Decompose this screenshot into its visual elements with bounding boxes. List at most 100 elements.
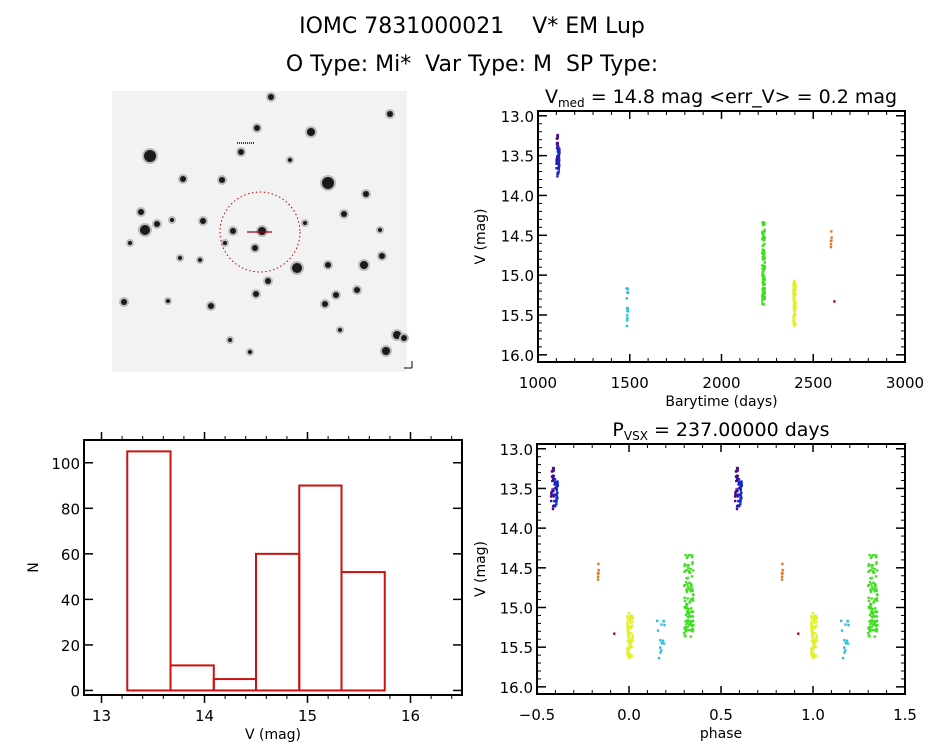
data-point xyxy=(683,583,687,587)
data-point xyxy=(810,623,813,627)
star xyxy=(379,253,385,259)
data-point xyxy=(874,575,878,578)
data-point xyxy=(869,589,872,592)
data-point xyxy=(875,562,878,565)
star xyxy=(322,301,328,307)
data-point xyxy=(762,296,765,300)
data-point xyxy=(557,149,561,153)
data-point xyxy=(811,642,815,645)
x-tick-label: 16 xyxy=(401,707,420,725)
data-point xyxy=(684,620,687,623)
data-point xyxy=(873,598,877,601)
star xyxy=(258,227,266,235)
data-point xyxy=(868,630,872,633)
data-point xyxy=(829,239,833,243)
data-point xyxy=(843,639,846,642)
data-point xyxy=(735,476,739,479)
data-point xyxy=(870,609,874,612)
star xyxy=(382,347,390,355)
data-point xyxy=(553,487,557,490)
data-point xyxy=(659,646,662,649)
data-point xyxy=(686,566,690,570)
data-point xyxy=(686,597,689,600)
y-tick-label: 16.0 xyxy=(500,679,533,697)
histogram-bar xyxy=(340,571,386,692)
data-point xyxy=(875,589,878,593)
data-point xyxy=(660,623,663,626)
star xyxy=(208,303,214,309)
star xyxy=(121,299,127,305)
data-point xyxy=(685,590,689,594)
plot-title: PVSX = 237.00000 days xyxy=(612,419,829,443)
data-point xyxy=(631,624,634,628)
data-point xyxy=(630,654,634,658)
data-point xyxy=(761,295,764,298)
data-point xyxy=(551,507,555,511)
y-tick-label: 13.5 xyxy=(500,480,533,498)
data-point xyxy=(762,244,765,247)
data-point xyxy=(871,569,875,573)
data-point xyxy=(761,231,765,235)
data-point xyxy=(811,656,814,659)
data-point xyxy=(613,632,616,635)
data-point xyxy=(737,499,740,503)
data-point xyxy=(688,620,691,623)
data-point xyxy=(661,639,665,642)
data-point xyxy=(761,281,764,284)
data-point xyxy=(553,482,557,485)
data-point xyxy=(555,487,559,490)
data-point xyxy=(687,611,691,615)
x-axis-title: V (mag) xyxy=(245,727,301,743)
data-point xyxy=(872,581,875,584)
data-point xyxy=(875,624,879,627)
data-point xyxy=(631,620,634,623)
data-point xyxy=(869,569,872,572)
data-point xyxy=(873,588,876,591)
data-point xyxy=(659,651,662,654)
data-point xyxy=(683,634,687,637)
data-point xyxy=(689,589,693,593)
data-point xyxy=(552,479,555,482)
data-point xyxy=(557,167,561,171)
data-point xyxy=(793,323,796,326)
data-point xyxy=(875,569,879,572)
data-point xyxy=(687,564,690,567)
data-point xyxy=(626,629,629,632)
data-point xyxy=(761,273,764,276)
data-point xyxy=(844,649,847,652)
data-point xyxy=(869,577,872,580)
star xyxy=(363,191,369,197)
data-point xyxy=(793,282,797,285)
data-point xyxy=(815,620,818,623)
data-point xyxy=(627,635,630,639)
data-point xyxy=(629,640,633,643)
data-point xyxy=(870,583,873,586)
data-point xyxy=(683,626,686,629)
data-point xyxy=(738,494,742,497)
star xyxy=(128,241,132,245)
data-point xyxy=(739,485,742,489)
data-point xyxy=(812,631,816,634)
data-point xyxy=(555,159,558,162)
data-point xyxy=(811,611,814,615)
data-point xyxy=(841,656,845,660)
data-point xyxy=(739,482,742,486)
data-point xyxy=(874,585,877,589)
x-axis-title: Barytime (days) xyxy=(665,394,777,410)
data-point xyxy=(597,562,600,566)
lightcurve-plot: 1000 1500 2000 2500 3000 13.0 13.5 14.0 14.5 15.0… xyxy=(473,86,924,410)
data-point xyxy=(626,614,629,618)
data-point xyxy=(689,588,692,591)
data-point xyxy=(792,291,795,294)
data-point xyxy=(761,270,765,274)
data-point xyxy=(870,576,874,580)
data-point xyxy=(867,627,870,631)
y-tick-label: 40 xyxy=(61,591,80,609)
data-point xyxy=(691,627,694,631)
data-point xyxy=(812,653,815,656)
data-point xyxy=(551,479,554,483)
data-point xyxy=(870,621,873,625)
data-point xyxy=(873,583,877,586)
data-point xyxy=(830,236,833,239)
x-tick-label: 0.0 xyxy=(617,706,641,724)
